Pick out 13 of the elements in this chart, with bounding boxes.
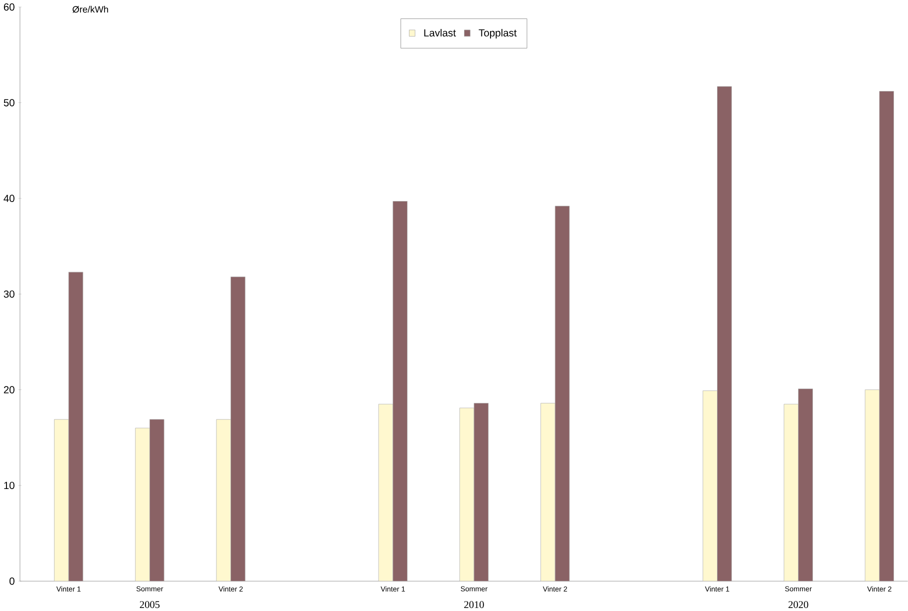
y-tick-label: 30	[4, 290, 14, 298]
y-tick-label: 50	[4, 98, 14, 106]
y-tick-label: 10	[4, 482, 14, 489]
text: 2005	[140, 600, 160, 608]
y-tick-label: 40	[4, 194, 14, 202]
legend-label: Topplast	[478, 28, 517, 38]
y-tick-label: 20	[4, 386, 14, 394]
text: 2020	[788, 600, 808, 608]
legend-label: Lavlast	[424, 28, 456, 36]
y-axis-title: Øre/kWh	[72, 6, 108, 13]
y-tick-label: 60	[4, 3, 14, 10]
y-tick-label: 0	[10, 577, 14, 585]
text: 2010	[464, 600, 484, 608]
